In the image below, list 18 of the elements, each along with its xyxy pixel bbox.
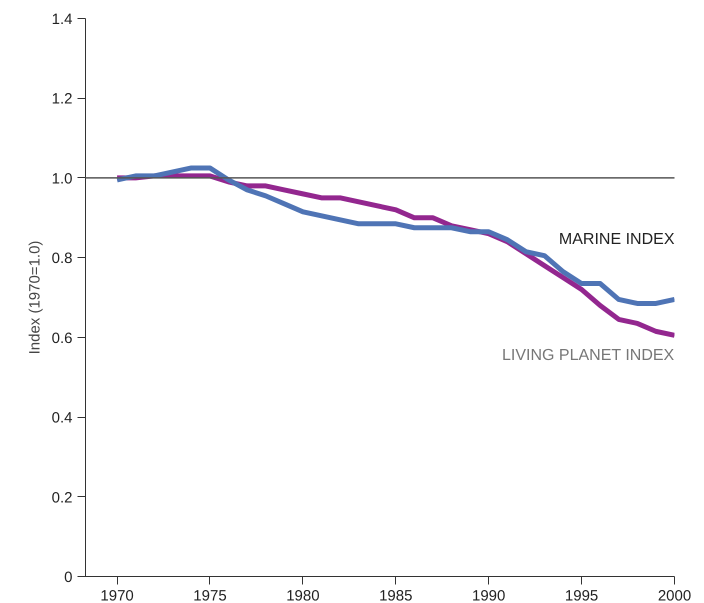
x-tick-label: 1985 xyxy=(379,588,412,603)
y-tick-label: 0 xyxy=(64,569,72,586)
x-tick-label: 2000 xyxy=(658,588,692,603)
x-tick-label: 1995 xyxy=(564,588,598,603)
x-tick-label: 1990 xyxy=(472,588,506,603)
y-tick-label: 1.4 xyxy=(52,11,73,28)
x-tick-label: 1975 xyxy=(193,588,227,603)
series-label: MARINE INDEX xyxy=(558,231,675,248)
x-tick-label: 1970 xyxy=(100,588,134,603)
y-tick-label: 0.8 xyxy=(52,250,73,268)
y-axis-title: Index (1970=1.0) xyxy=(26,240,44,354)
y-tick-label: 1.0 xyxy=(52,170,73,188)
y-tick-label: 1.2 xyxy=(52,90,73,108)
y-tick-label: 0.2 xyxy=(52,489,73,506)
x-tick-label: 1980 xyxy=(286,588,320,603)
y-tick-label: 0.6 xyxy=(52,330,73,347)
series-label: LIVING PLANET INDEX xyxy=(502,346,675,364)
y-tick-label: 0.4 xyxy=(52,410,73,427)
